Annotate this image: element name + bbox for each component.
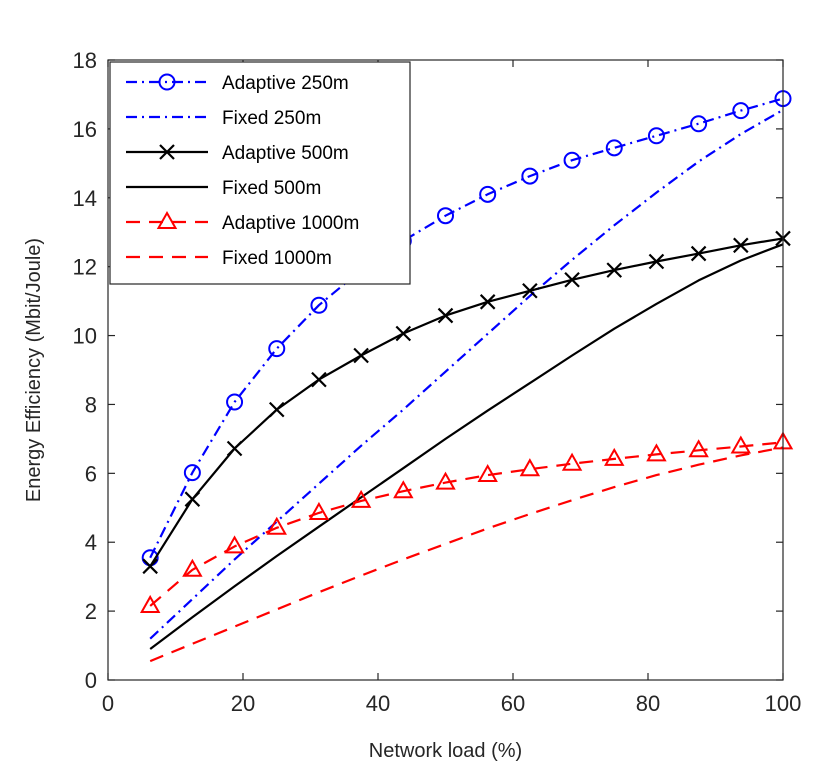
data-point [688,439,709,458]
y-tick-label: 4 [85,530,97,555]
data-point [184,491,201,507]
x-tick-label: 0 [102,691,114,716]
data-point [690,115,708,133]
legend-label: Fixed 1000m [222,248,332,269]
legend-label: Adaptive 250m [222,73,349,94]
y-tick-label: 16 [73,117,97,142]
data-point [732,102,750,120]
data-point [479,185,497,203]
data-point [519,458,541,477]
data-point [142,558,158,575]
legend-marker [158,73,176,91]
series-line [149,441,784,607]
y-tick-label: 2 [85,599,97,624]
data-point [226,440,243,457]
data-point [479,294,496,310]
legend-label: Adaptive 1000m [222,213,359,234]
series-2 [142,230,791,575]
data-point [648,253,665,270]
series-1 [149,108,784,640]
data-point [564,271,580,288]
y-tick-label: 14 [73,186,97,211]
data-point [733,237,749,254]
x-axis-title: Network load (%) [369,740,522,762]
data-point [139,594,161,613]
series-line [149,243,784,650]
y-tick-label: 6 [85,461,97,486]
x-tick-label: 80 [636,691,660,716]
data-point [561,452,583,471]
axes-layer: 0 20 40 60 80 100 0 2 4 6 8 10 12 14 16 18 [73,48,802,716]
data-point [266,516,287,535]
data-point [477,464,498,483]
legend-entry-0: Adaptive 250m [126,73,349,94]
series-3 [149,243,784,650]
x-tick-label: 40 [366,691,390,716]
legend-label: Adaptive 500m [222,143,349,164]
legend-entry-4: Adaptive 1000m [126,210,359,234]
series-line [149,446,784,663]
y-tick-label: 10 [73,324,97,349]
data-point [393,480,414,499]
data-point [522,283,538,299]
data-point [604,447,625,466]
data-point [310,296,328,314]
x-tick-label: 60 [501,691,525,716]
legend-box [109,61,411,285]
axes-box [107,59,784,681]
data-point [226,393,244,411]
legend-marker [159,144,175,160]
legend-entry-5: Fixed 1000m [126,248,332,269]
series-line [149,237,784,567]
legend-label: Fixed 500m [222,178,321,199]
y-tick-label: 8 [85,392,97,417]
data-point [690,245,707,262]
series-5 [149,446,784,663]
legend-entry-1: Fixed 250m [126,108,321,129]
data-point [606,262,623,278]
series-line [149,108,784,640]
y-tick-label: 0 [85,668,97,693]
data-point [646,443,667,462]
data-point [730,435,752,454]
data-point [521,167,539,185]
data-point [311,371,327,388]
data-point [350,489,372,508]
data-point [268,340,286,358]
x-tick-label: 100 [765,691,802,716]
data-point [224,535,245,554]
data-point [435,471,456,490]
y-axis-title: Energy Efficiency (Mbit/Joule) [23,238,45,502]
data-point [183,464,201,482]
data-point [437,207,454,225]
data-point [563,151,581,169]
legend-label: Fixed 250m [222,108,321,129]
legend: Adaptive 250m Fixed 250m Adaptive 500m Fixe… [109,61,411,285]
data-point [268,401,285,418]
data-point [437,307,454,324]
x-tick-label: 20 [231,691,255,716]
data-point [647,127,665,145]
legend-entry-2: Adaptive 500m [126,143,349,164]
series-line [149,97,784,559]
data-point [182,558,203,577]
series-4 [139,431,794,613]
legend-entry-3: Fixed 500m [126,178,321,199]
data-point [353,347,369,364]
data-point [308,501,330,520]
y-tick-label: 12 [73,255,97,280]
data-point [605,139,623,157]
y-tick-label: 18 [73,48,97,73]
legend-marker [156,210,178,229]
data-point [395,325,412,342]
